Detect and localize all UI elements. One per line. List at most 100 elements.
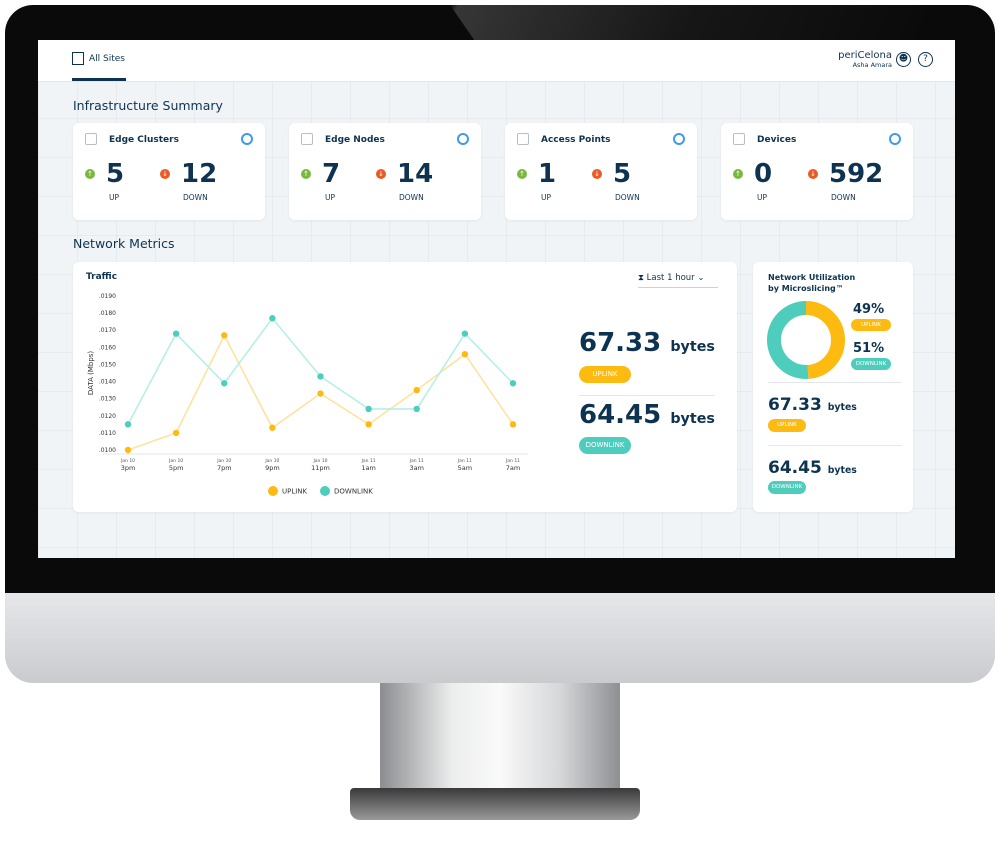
up-count: 1	[538, 159, 557, 189]
user-info: periCelona Asha Amara	[838, 50, 892, 69]
monitor-base	[350, 788, 640, 820]
y-tick-label: .0180	[99, 310, 116, 317]
x-tick-label: 7pm	[217, 464, 232, 472]
divider	[768, 445, 902, 446]
x-tick-label: 1am	[361, 464, 375, 472]
downlink-point[interactable]	[269, 315, 276, 322]
utilization-donut	[767, 301, 845, 379]
downlink-badge: DOWNLINK	[768, 481, 806, 494]
y-tick-label: .0100	[99, 447, 116, 454]
downlink-point[interactable]	[317, 373, 324, 380]
active-tab-indicator	[72, 78, 126, 81]
legend-label-uplink: UPLINK	[282, 488, 308, 496]
uplink-point[interactable]	[317, 390, 324, 397]
card-title: Edge Clusters	[109, 135, 179, 145]
uplink-point[interactable]	[461, 350, 469, 358]
downlink-point[interactable]	[124, 421, 132, 428]
uplink-total: 67.33 bytes	[768, 395, 857, 415]
category-icon	[301, 133, 313, 145]
arrow-down-icon: ↓	[808, 169, 818, 179]
legend-label-downlink: DOWNLINK	[334, 488, 373, 496]
uplink-point[interactable]	[269, 424, 276, 431]
x-tick-date: Jan 10	[312, 458, 327, 464]
down-count: 12	[181, 159, 218, 189]
y-tick-label: .0160	[99, 344, 116, 351]
arrow-down-icon: ↓	[376, 169, 386, 179]
donut-uplink-slice[interactable]	[805, 301, 845, 379]
x-tick-date: Jan 10	[216, 458, 231, 464]
uplink-point[interactable]	[365, 421, 372, 428]
down-label: DOWN	[831, 193, 856, 202]
divider	[579, 395, 715, 396]
arrow-up-icon: ↑	[85, 169, 95, 179]
chevron-down-icon: ⌄	[694, 273, 705, 283]
up-label: UP	[541, 193, 552, 202]
top-bar: All Sites periCelona Asha Amara ☻ ?	[38, 40, 955, 82]
uplink-badge: UPLINK	[768, 419, 806, 432]
down-count: 5	[613, 159, 632, 189]
legend-marker-downlink	[320, 486, 330, 496]
uplink-point[interactable]	[172, 429, 180, 437]
downlink-line	[127, 316, 514, 425]
down-count: 14	[397, 159, 434, 189]
user-profile-icon[interactable]: ☻	[896, 52, 911, 67]
downlink-point[interactable]	[461, 330, 469, 337]
card-title: Edge Nodes	[325, 135, 385, 145]
downlink-badge: DOWNLINK	[851, 358, 891, 370]
x-tick-label: 7am	[506, 464, 520, 472]
globe-icon[interactable]	[241, 133, 253, 145]
summary-card-devices[interactable]: Devices ↑ 0 UP ↓ 592 DOWN	[721, 123, 913, 220]
brand-name: periCelona	[838, 50, 892, 61]
globe-icon[interactable]	[889, 133, 901, 145]
arrow-up-icon: ↑	[517, 169, 527, 179]
arrow-up-icon: ↑	[301, 169, 311, 179]
x-tick-date: Jan 11	[457, 458, 472, 464]
down-count: 592	[829, 159, 884, 189]
up-label: UP	[757, 193, 768, 202]
downlink-point[interactable]	[365, 405, 372, 413]
y-tick-label: .0110	[99, 430, 116, 437]
divider	[768, 382, 902, 383]
uplink-point[interactable]	[221, 332, 228, 339]
x-tick-label: 5am	[458, 464, 472, 472]
x-tick-date: Jan 10	[264, 458, 279, 464]
uplink-badge: UPLINK	[851, 319, 891, 331]
downlink-point[interactable]	[509, 380, 517, 387]
y-tick-label: .0140	[99, 379, 116, 386]
donut-downlink-slice[interactable]	[767, 301, 809, 379]
monitor-stand	[380, 683, 620, 793]
buildings-icon	[72, 52, 84, 65]
uplink-point[interactable]	[413, 386, 420, 394]
uplink-point[interactable]	[509, 421, 517, 428]
summary-card-access-points[interactable]: Access Points ↑ 1 UP ↓ 5 DOWN	[505, 123, 697, 220]
y-tick-label: .0150	[99, 361, 116, 368]
help-icon[interactable]: ?	[918, 52, 933, 67]
summary-card-edge-clusters[interactable]: Edge Clusters ↑ 5 UP ↓ 12 DOWN	[73, 123, 265, 220]
dashboard-screen: All Sites periCelona Asha Amara ☻ ? Infra…	[38, 40, 955, 558]
uplink-point[interactable]	[124, 446, 132, 454]
x-tick-date: Jan 10	[120, 458, 135, 464]
x-tick-date: Jan 11	[409, 458, 424, 464]
summary-card-edge-nodes[interactable]: Edge Nodes ↑ 7 UP ↓ 14 DOWN	[289, 123, 481, 220]
uplink-total: 67.33 bytes	[579, 328, 715, 358]
category-icon	[517, 133, 529, 145]
time-range-dropdown[interactable]: ⧗ Last 1 hour ⌄	[638, 273, 718, 288]
arrow-up-icon: ↑	[733, 169, 743, 179]
up-label: UP	[325, 193, 336, 202]
y-axis-label: DATA (Mbps)	[87, 351, 95, 396]
up-count: 7	[322, 159, 341, 189]
utilization-card: Network Utilization by Microslicing™ 49%…	[753, 262, 913, 512]
x-tick-label: 3am	[410, 464, 424, 472]
x-tick-label: 11pm	[311, 464, 330, 472]
globe-icon[interactable]	[673, 133, 685, 145]
downlink-point[interactable]	[413, 405, 420, 413]
traffic-chart: .0100 .0110 .0120 .0130 .0140 .0150 .0160 .0170…	[87, 293, 528, 496]
globe-icon[interactable]	[457, 133, 469, 145]
downlink-point[interactable]	[221, 380, 228, 387]
tab-all-sites[interactable]: All Sites	[72, 52, 125, 65]
downlink-point[interactable]	[172, 330, 180, 337]
y-tick-label: .0120	[99, 413, 116, 420]
down-label: DOWN	[399, 193, 424, 202]
y-tick-label: .0170	[99, 327, 116, 334]
network-metrics-title: Network Metrics	[73, 236, 175, 251]
